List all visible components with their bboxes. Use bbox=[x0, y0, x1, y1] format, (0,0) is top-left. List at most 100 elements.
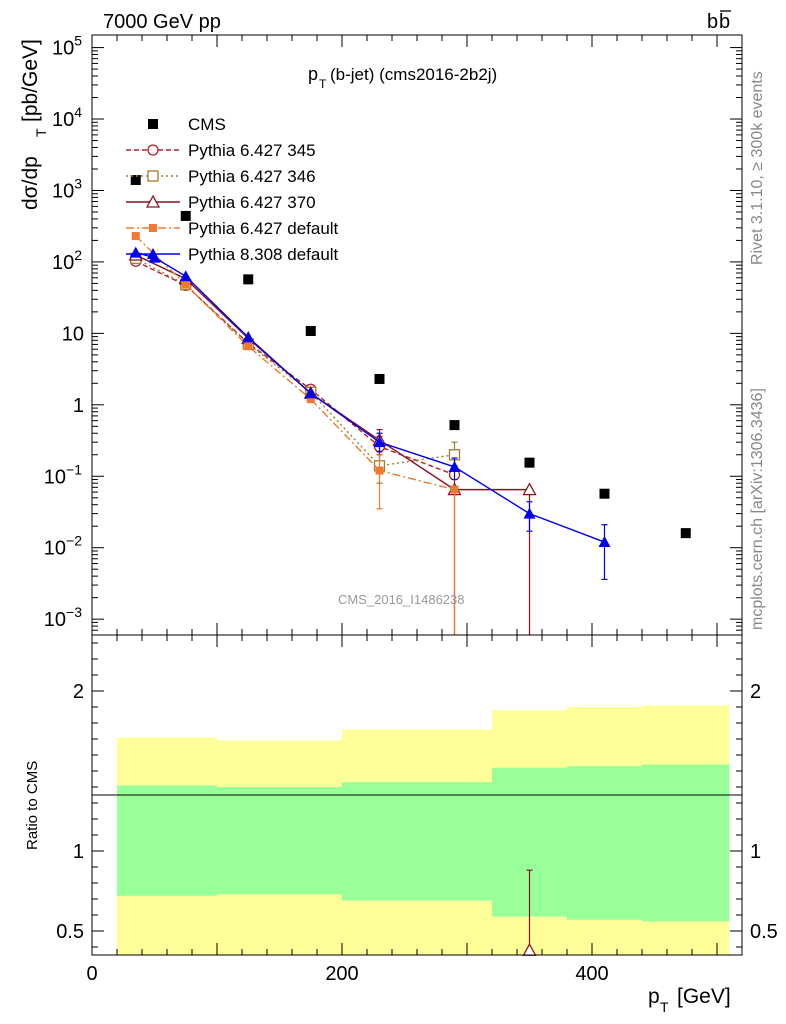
main-y-label-sub: T bbox=[33, 128, 49, 137]
ratio-panel: 0.5 0.5 1 1 2 2 0 200 400 Ratio to CMS p T [GeV… bbox=[24, 634, 778, 1015]
main-y-label-unit: [pb/GeV] bbox=[19, 39, 42, 122]
legend-marker bbox=[148, 119, 158, 129]
y-tick-label: 10−3 bbox=[44, 604, 82, 631]
ratio-y-tick-label-right: 0.5 bbox=[750, 921, 778, 943]
legend-label: Pythia 6.427 346 bbox=[188, 167, 316, 186]
x-axis-label: p T [GeV] bbox=[648, 985, 731, 1015]
data-point bbox=[244, 342, 253, 351]
ratio-y-tick-label: 2 bbox=[73, 681, 84, 703]
legend-item: CMS bbox=[148, 115, 226, 134]
data-point bbox=[450, 485, 459, 494]
x-tick-label: 0 bbox=[86, 963, 97, 985]
y-tick-label: 103 bbox=[52, 175, 82, 202]
watermark: CMS_2016_I1486238 bbox=[338, 592, 465, 607]
data-point bbox=[130, 175, 141, 186]
data-point bbox=[131, 232, 140, 241]
y-tick-label: 104 bbox=[52, 104, 82, 131]
x-tick-label: 200 bbox=[325, 963, 358, 985]
y-tick-label: 1 bbox=[73, 395, 84, 417]
data-point bbox=[680, 528, 691, 539]
data-point bbox=[522, 482, 537, 496]
x-axis-label-p: p bbox=[648, 985, 660, 1008]
rivet-label: Rivet 3.1.10, ≥ 300k events bbox=[749, 71, 766, 265]
y-tick-label: 10−2 bbox=[44, 533, 82, 560]
uncertainty-band-outer bbox=[342, 900, 417, 955]
data-point bbox=[304, 387, 317, 399]
ratio-y-tick-label: 0.5 bbox=[56, 921, 84, 943]
legend-marker bbox=[145, 194, 161, 208]
y-tick-label: 102 bbox=[52, 247, 82, 274]
uncertainty-band-outer bbox=[117, 895, 217, 955]
data-point bbox=[242, 331, 255, 343]
x-tick-label: 400 bbox=[575, 963, 608, 985]
legend-marker bbox=[147, 248, 159, 259]
series-cms bbox=[130, 175, 691, 539]
ratio-x-axis: 0 200 400 bbox=[86, 635, 743, 985]
legend-label: Pythia 6.427 370 bbox=[188, 193, 316, 212]
plot-title-p: p bbox=[308, 64, 318, 84]
ratio-y-label: Ratio to CMS bbox=[24, 761, 41, 850]
uncertainty-band-inner bbox=[642, 764, 730, 922]
data-point bbox=[374, 373, 385, 384]
uncertainty-band-inner bbox=[342, 782, 417, 901]
legend-marker bbox=[147, 170, 159, 182]
ratio-bands bbox=[117, 705, 730, 955]
series-line bbox=[135, 260, 455, 476]
ratio-y-tick-label-right: 2 bbox=[750, 681, 761, 703]
header-process-b: b bbox=[707, 11, 718, 33]
series-pythia-6-427-345 bbox=[130, 255, 461, 491]
uncertainty-band-inner bbox=[217, 787, 342, 895]
series-line bbox=[135, 235, 455, 491]
header-process: b b bbox=[707, 10, 731, 33]
data-point bbox=[448, 460, 461, 472]
header-process-bbar: b bbox=[719, 11, 730, 33]
y-tick-label: 105 bbox=[52, 33, 82, 60]
legend-marker bbox=[149, 224, 157, 232]
legend-item: Pythia 6.427 370 bbox=[126, 193, 316, 212]
legend-item: Pythia 6.427 345 bbox=[126, 141, 316, 160]
plot-title-sub: T bbox=[319, 77, 327, 91]
legend-label: Pythia 6.427 345 bbox=[188, 141, 316, 160]
main-series bbox=[128, 175, 691, 635]
uncertainty-band-inner bbox=[417, 782, 492, 901]
data-point bbox=[523, 507, 536, 519]
data-point bbox=[243, 274, 254, 285]
data-point bbox=[598, 536, 611, 548]
legend-label: Pythia 8.308 default bbox=[188, 245, 339, 264]
header-energy: 7000 GeV pp bbox=[103, 11, 221, 33]
data-point bbox=[129, 246, 142, 258]
data-point bbox=[180, 210, 191, 221]
uncertainty-band-outer bbox=[417, 900, 492, 955]
mcplots-label: mcplots.cern.ch [arXiv:1306.3436] bbox=[749, 388, 766, 630]
uncertainty-band-outer bbox=[642, 921, 730, 955]
uncertainty-band-inner bbox=[117, 785, 217, 896]
uncertainty-band-inner bbox=[567, 766, 642, 920]
uncertainty-band-outer bbox=[567, 919, 642, 955]
series-pythia-6-427-346 bbox=[130, 252, 461, 484]
legend-item: Pythia 8.308 default bbox=[126, 245, 339, 264]
ratio-y-axis: 0.5 0.5 1 1 2 2 bbox=[56, 642, 778, 948]
ratio-y-tick-label: 1 bbox=[73, 841, 84, 863]
plot-title: p T (b-jet) (cms2016-2b2j) bbox=[308, 64, 497, 91]
legend-item: Pythia 6.427 346 bbox=[126, 167, 316, 186]
y-tick-label: 10−1 bbox=[44, 461, 82, 488]
x-axis-label-unit: [GeV] bbox=[677, 985, 731, 1008]
legend-label: CMS bbox=[188, 115, 226, 134]
data-point bbox=[375, 466, 384, 475]
uncertainty-band-outer bbox=[217, 894, 342, 955]
data-point bbox=[306, 395, 315, 404]
plot-title-rest: (b-jet) (cms2016-2b2j) bbox=[330, 65, 497, 84]
series-line bbox=[135, 251, 605, 543]
data-point bbox=[373, 436, 386, 448]
legend-marker bbox=[147, 144, 159, 156]
series-pythia-6-427-default bbox=[131, 232, 459, 635]
series-pythia-6-427-370 bbox=[128, 247, 537, 635]
data-point bbox=[179, 270, 192, 282]
data-point bbox=[524, 457, 535, 468]
legend: CMS Pythia 6.427 345 Pythia 6.427 346 Pythi… bbox=[126, 115, 339, 264]
main-y-label-text: dσ/dp bbox=[19, 156, 42, 210]
legend-label: Pythia 6.427 default bbox=[188, 219, 339, 238]
